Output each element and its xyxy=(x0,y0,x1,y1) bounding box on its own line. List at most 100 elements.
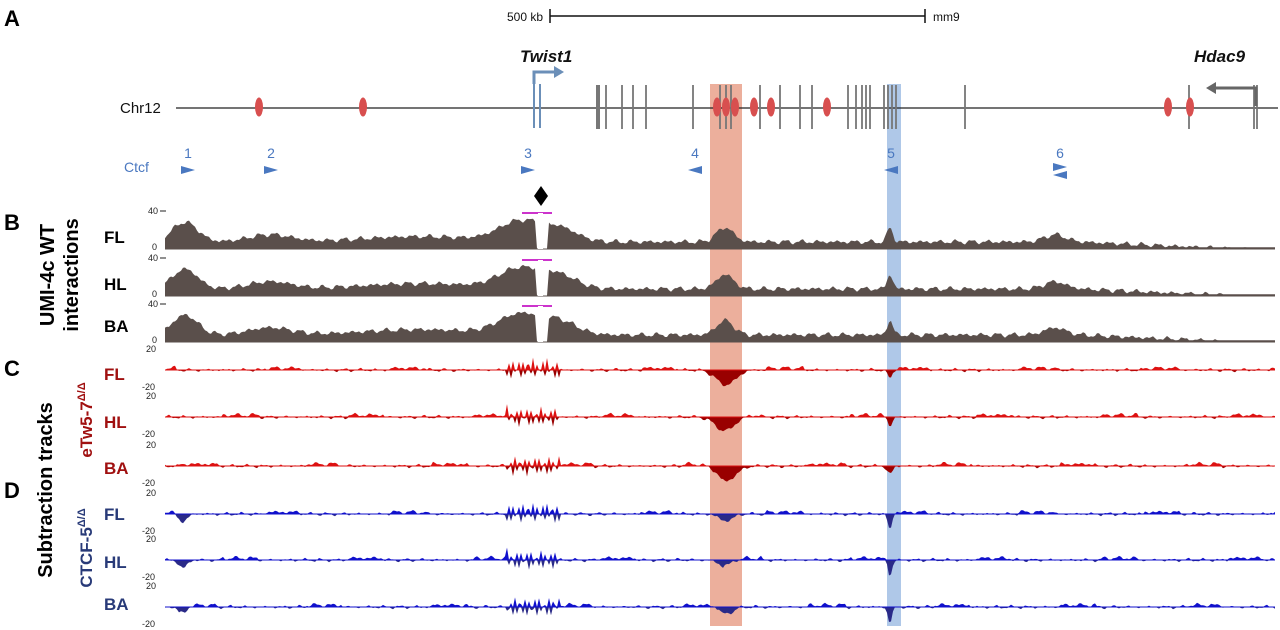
ctcf-site-number: 4 xyxy=(691,145,699,161)
axis-min-label: 0 xyxy=(152,335,157,345)
panel-label-c: C xyxy=(4,356,20,381)
wt-tissue-label: FL xyxy=(104,228,125,247)
ctcf-site-5: 5 xyxy=(884,145,898,174)
chromosome-label: Chr12 xyxy=(120,100,161,117)
loss-signal-area xyxy=(165,466,1275,482)
ctcf-site-2: 2 xyxy=(264,145,278,174)
ctcf-site-6: 6 xyxy=(1053,145,1067,179)
axis-max-label: 20 xyxy=(146,440,156,450)
ctcf-arrow-left-icon xyxy=(884,166,898,174)
panel-label-a: A xyxy=(4,6,20,31)
axis-min-label: -20 xyxy=(142,429,155,439)
enhancer-oval xyxy=(722,97,730,117)
umi-label-line2: interactions xyxy=(61,218,83,331)
viewpoint-clip-mark xyxy=(522,305,552,307)
axis-max-label: 20 xyxy=(146,344,156,354)
viewpoint-clip-mark xyxy=(522,259,552,261)
enhancer-oval xyxy=(359,97,367,117)
axis-min-label: -20 xyxy=(142,526,155,536)
ctcf5-label: CTCF-5 xyxy=(77,527,96,587)
viewpoint-gap xyxy=(538,213,543,249)
sub-tissue-label: HL xyxy=(104,553,127,572)
ctcf5-track-hl: HL 20 -20 xyxy=(104,534,1275,582)
ctcf5-side-label: CTCF-5Δ/Δ xyxy=(76,508,96,587)
wt-signal-area xyxy=(165,218,1275,249)
enhancer-deletion-highlight xyxy=(710,84,742,626)
axis-min-label: 0 xyxy=(152,289,157,299)
viewpoint-gap xyxy=(538,260,543,296)
signal-tracks: FL400HL400BA400FL20-20HL20-20BA20-20FL20… xyxy=(104,206,1275,629)
ctcf5-deletion-highlight xyxy=(887,84,901,626)
wt-track-hl: HL 40 0 xyxy=(104,253,1275,299)
loss-signal-area xyxy=(165,607,1275,622)
ctcf-site-4: 4 xyxy=(688,145,702,174)
ctcf-arrow-right-icon xyxy=(521,166,535,174)
twist1-arrowhead-icon xyxy=(554,66,564,78)
gain-signal-area xyxy=(165,357,1275,370)
enhancer-elements xyxy=(255,97,1194,117)
panel-label-b: B xyxy=(4,210,20,235)
axis-max-label: 20 xyxy=(146,534,156,544)
enhancer-oval xyxy=(823,97,831,117)
wt-signal-area xyxy=(165,264,1275,296)
enhancer-oval xyxy=(731,97,739,117)
panel-label-d: D xyxy=(4,478,20,503)
etw-label: eTw5-7 xyxy=(77,401,96,457)
gene-exon-marks xyxy=(596,85,1258,129)
wt-track-ba: BA 40 0 xyxy=(104,299,1275,345)
enhancer-oval xyxy=(767,97,775,117)
ctcf-label: Ctcf xyxy=(124,159,149,175)
ctcf-arrow-left-icon xyxy=(1053,171,1067,179)
hdac9-gene: Hdac9 xyxy=(1194,47,1258,106)
scale-bar-label: 500 kb xyxy=(507,10,543,24)
subtraction-side-label: Subtraction tracks xyxy=(35,402,57,578)
ctcf5-label-sup: Δ/Δ xyxy=(76,508,88,527)
sub-tissue-label: HL xyxy=(104,413,127,432)
enhancer-oval xyxy=(1164,97,1172,117)
ctcf-site-number: 3 xyxy=(524,145,532,161)
axis-max-label: 20 xyxy=(146,581,156,591)
sub-tissue-label: FL xyxy=(104,505,125,524)
ctcf-site-number: 2 xyxy=(267,145,275,161)
loss-signal-area xyxy=(165,560,1275,576)
twist1-label: Twist1 xyxy=(520,47,572,66)
twist1-arrow-icon xyxy=(532,70,554,84)
gain-signal-area xyxy=(165,597,1275,607)
ctcf-site-1: 1 xyxy=(181,145,195,174)
axis-min-label: 0 xyxy=(152,242,157,252)
etw-side-label: eTw5-7Δ/Δ xyxy=(76,382,96,457)
viewpoint-diamond-icon xyxy=(534,186,548,206)
hdac9-label: Hdac9 xyxy=(1194,47,1246,66)
axis-max-label: 40 xyxy=(148,299,158,309)
ctcf-arrow-right-icon xyxy=(264,166,278,174)
ctcf-site-number: 5 xyxy=(887,145,895,161)
gain-signal-area xyxy=(165,503,1275,514)
enhancer-oval xyxy=(713,97,721,117)
ctcf-arrow-right-icon xyxy=(1053,163,1067,171)
viewpoint-gap xyxy=(538,306,543,342)
enhancer-oval xyxy=(255,97,263,117)
sub-tissue-label: FL xyxy=(104,365,125,384)
ctcf5-track-fl: FL 20 -20 xyxy=(104,488,1275,536)
ctcf-site-number: 6 xyxy=(1056,145,1064,161)
umi-label-line1: UMI-4c WT xyxy=(37,224,59,326)
loss-signal-area xyxy=(165,370,1275,387)
ctcf-arrow-right-icon xyxy=(181,166,195,174)
subtraction-label: Subtraction tracks xyxy=(35,402,57,578)
loss-signal-area xyxy=(165,417,1275,432)
etw-track-fl: FL 20 -20 xyxy=(104,344,1275,392)
etw-track-ba: BA 20 -20 xyxy=(104,440,1275,488)
ctcf5-track-ba: BA 20 -20 xyxy=(104,581,1275,629)
etw-label-sup: Δ/Δ xyxy=(76,382,88,401)
loss-signal-area xyxy=(165,514,1275,528)
assembly-label: mm9 xyxy=(933,10,960,24)
wt-signal-area xyxy=(165,311,1275,342)
svg-text:eTw5-7Δ/Δ: eTw5-7Δ/Δ xyxy=(76,382,96,457)
viewpoint-clip-mark xyxy=(522,212,552,214)
ctcf-sites: 1 2 3 4 5 6 xyxy=(181,145,1067,179)
wt-tissue-label: HL xyxy=(104,275,127,294)
scale-bar: 500 kb mm9 xyxy=(507,9,960,24)
axis-max-label: 40 xyxy=(148,253,158,263)
axis-min-label: -20 xyxy=(142,478,155,488)
